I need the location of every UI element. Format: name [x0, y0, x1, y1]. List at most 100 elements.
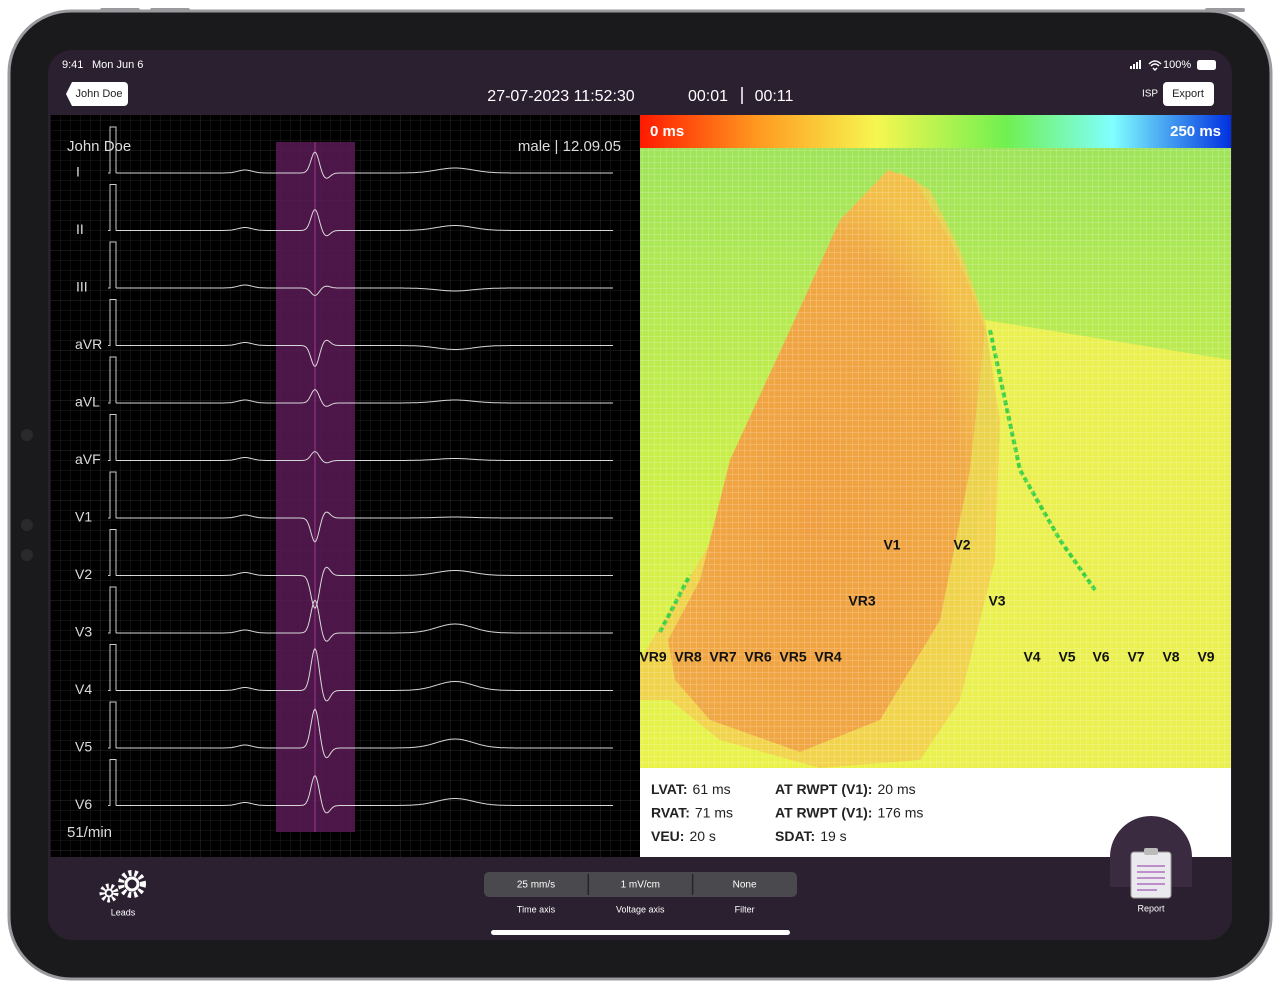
- calibration-pulse: [108, 529, 117, 576]
- lead-trace: [116, 151, 613, 179]
- electrode-label: V6: [1092, 649, 1109, 665]
- metric-label: VEU:: [651, 828, 684, 844]
- lead-label: I: [76, 164, 80, 180]
- electrode-label: V8: [1162, 649, 1179, 665]
- lead-label: II: [76, 221, 84, 237]
- segment-caption: Voltage axis: [616, 904, 665, 914]
- ecg-patient-info: male | 12.09.05: [518, 138, 621, 155]
- electrode-label: VR9: [639, 649, 666, 665]
- scale-max: 250 ms: [1170, 123, 1221, 140]
- electrode-label: V9: [1197, 649, 1214, 665]
- lead-trace: [116, 511, 613, 543]
- lead-label: V2: [75, 566, 92, 582]
- electrode-label: V3: [988, 593, 1005, 609]
- calibration-pulse: [108, 701, 117, 749]
- time-end: 00:11: [755, 88, 794, 105]
- lead-trace: [116, 339, 613, 368]
- lead-label: V6: [75, 796, 92, 812]
- patient-button-label[interactable]: John Doe: [75, 88, 122, 100]
- leads-icon[interactable]: [99, 870, 146, 903]
- electrode-label: V7: [1127, 649, 1144, 665]
- time-start: 00:01: [688, 88, 728, 105]
- segment-caption: Filter: [735, 904, 755, 914]
- calibration-pulse: [108, 126, 117, 174]
- heart-rate: 51/min: [67, 824, 112, 841]
- sensor: [21, 549, 33, 561]
- metric: AT RWPT (V1): 176 ms: [775, 804, 923, 820]
- color-scale: [640, 115, 1231, 148]
- metric-label: SDAT:: [775, 828, 815, 844]
- sensor: [21, 519, 33, 531]
- lead-label: aVL: [75, 394, 100, 410]
- export-button[interactable]: [1163, 82, 1214, 106]
- metric: AT RWPT (V1): 20 ms: [775, 781, 916, 797]
- lead-label: V1: [75, 509, 92, 525]
- map-cells: [640, 148, 1231, 768]
- battery-text: 100%: [1163, 59, 1191, 71]
- lead-label: aVR: [75, 336, 102, 352]
- lead-trace: [116, 284, 613, 297]
- lead-trace: [116, 647, 613, 702]
- screen-content: 9:41 Mon Jun 6 100% John Doe 27-07-2023 …: [48, 59, 1232, 940]
- calibration-pulse: [108, 184, 117, 231]
- electrode-label: V4: [1023, 649, 1040, 665]
- segment-value[interactable]: 1 mV/cm: [621, 880, 660, 891]
- lead-label: V4: [75, 681, 92, 697]
- calibration-pulse: [108, 586, 117, 634]
- calibration-pulse: [108, 414, 117, 461]
- isp-button[interactable]: ISP: [1142, 89, 1158, 100]
- metric: LVAT: 61 ms: [651, 781, 731, 797]
- home-indicator: [491, 930, 790, 935]
- metric-value: 20 ms: [877, 781, 915, 797]
- button: [1205, 8, 1245, 12]
- lead-trace: [116, 389, 613, 407]
- segmented-controls: 25 mm/s Time axis 1 mV/cm Voltage axis None F…: [484, 872, 797, 914]
- electrode-label: V2: [953, 537, 970, 553]
- leads-label[interactable]: Leads: [111, 907, 136, 917]
- sensor: [21, 429, 33, 441]
- lead-label: aVF: [75, 451, 101, 467]
- calibration-pulse: [108, 759, 117, 806]
- metric-value: 20 s: [689, 828, 715, 844]
- metric-value: 71 ms: [695, 804, 733, 820]
- electrode-label: VR4: [814, 649, 841, 665]
- segment-value[interactable]: None: [733, 880, 757, 891]
- toolbar: [48, 857, 1232, 940]
- metric-label: AT RWPT (V1):: [775, 781, 872, 797]
- calibration-pulse: [108, 471, 117, 519]
- electrode-label: VR8: [674, 649, 701, 665]
- lead-trace: [116, 775, 613, 814]
- lead-label: V5: [75, 739, 92, 755]
- patient-button[interactable]: [66, 82, 128, 106]
- status-date: Mon Jun 6: [92, 59, 143, 71]
- record-datetime: 27-07-2023 11:52:30: [487, 88, 634, 105]
- segment-value[interactable]: 25 mm/s: [517, 880, 555, 891]
- report-label[interactable]: Report: [1137, 903, 1165, 913]
- metric-label: AT RWPT (V1):: [775, 804, 872, 820]
- button: [150, 8, 190, 12]
- button: [100, 8, 140, 12]
- electrode-label: V1: [883, 537, 900, 553]
- scale-min: 0 ms: [650, 123, 684, 140]
- metric-value: 61 ms: [693, 781, 731, 797]
- metric-value: 176 ms: [877, 804, 923, 820]
- lead-trace: [116, 566, 613, 610]
- lead-trace: [116, 599, 613, 642]
- electrode-label: VR5: [779, 649, 806, 665]
- metric-label: RVAT:: [651, 804, 690, 820]
- report-icon[interactable]: [1130, 848, 1172, 899]
- export-label[interactable]: Export: [1172, 88, 1204, 100]
- electrode-label: VR7: [709, 649, 736, 665]
- signal: [1130, 60, 1141, 69]
- activation-map: V1 V2 VR3 V3 VR9 VR8 VR7 VR6 VR5 VR4 V4 V5 V6 V7 V8 V9: [639, 148, 1231, 768]
- calibration-pulse: [108, 356, 117, 404]
- electrode-label: VR6: [744, 649, 771, 665]
- metric-label: LVAT:: [651, 781, 688, 797]
- ecg-patient: John Doe: [67, 138, 131, 155]
- lead-label: III: [76, 279, 88, 295]
- lead-trace: [116, 451, 613, 464]
- status-time: 9:41: [62, 59, 83, 71]
